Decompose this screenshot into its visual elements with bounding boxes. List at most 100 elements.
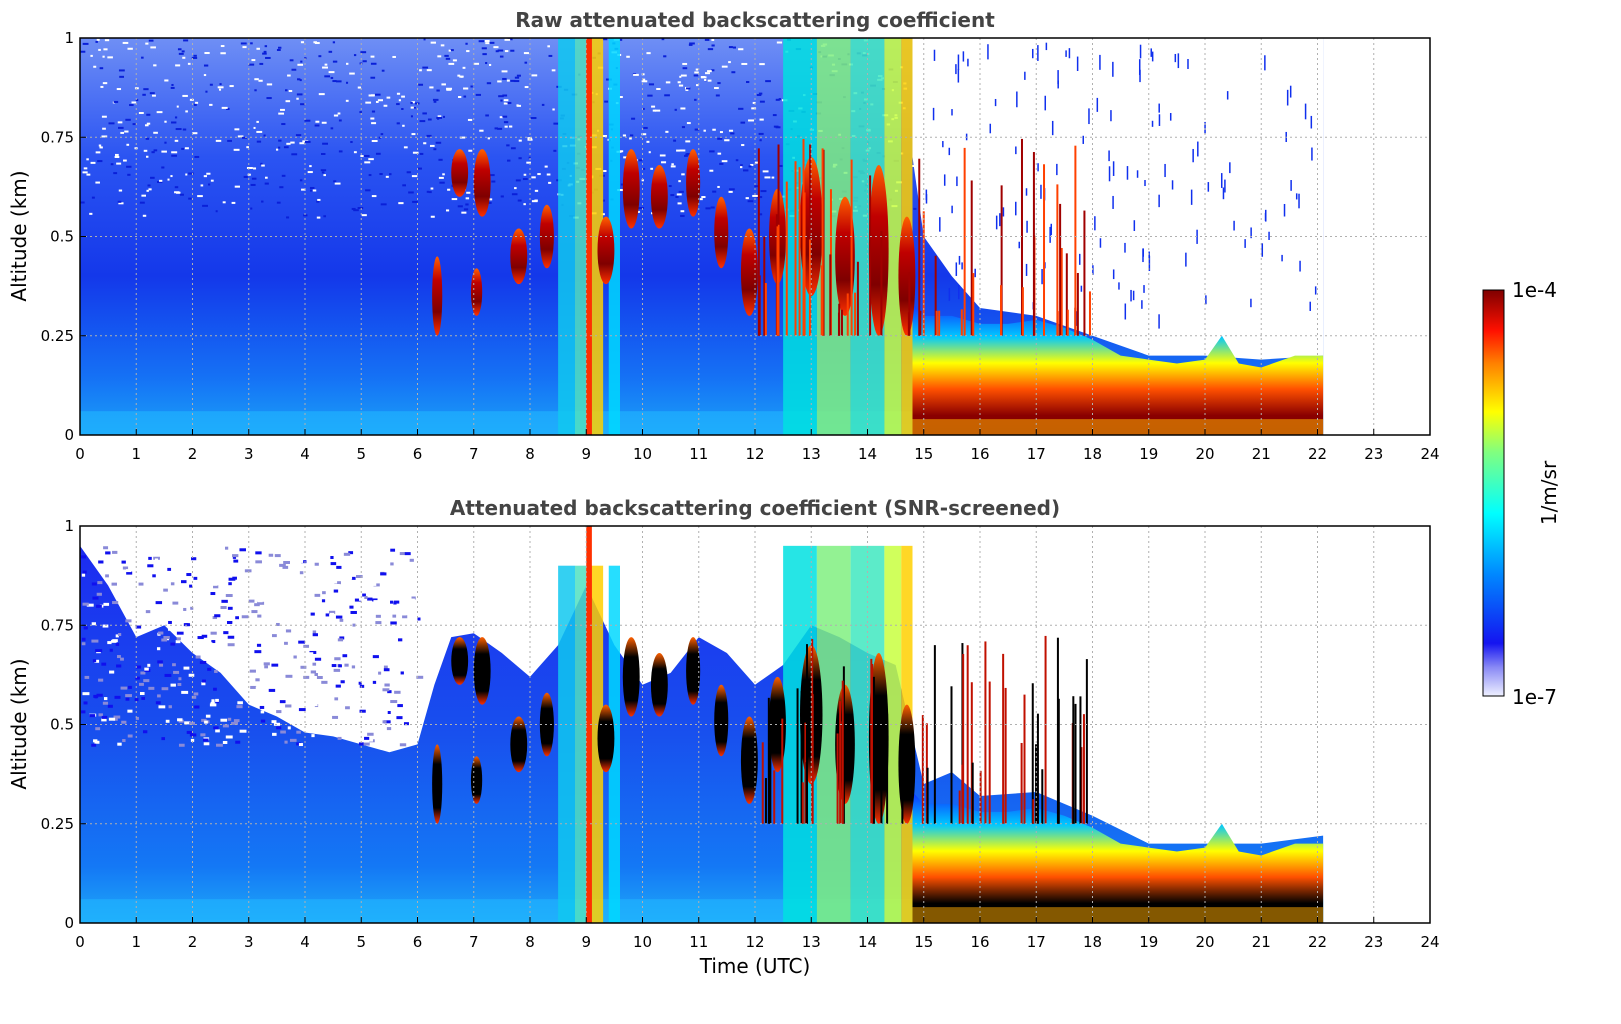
- screened-pixel: [161, 737, 166, 741]
- cloud-streak: [960, 309, 963, 336]
- screened-pixel: [386, 555, 394, 559]
- noise-pixel: [365, 189, 371, 192]
- noise-pixel: [681, 126, 686, 129]
- noise-pixel: [465, 42, 468, 45]
- noise-pixel: [144, 124, 149, 127]
- cloud-streak: [950, 686, 953, 824]
- sparse-noise: [1290, 180, 1292, 191]
- screened-pixel: [334, 581, 341, 585]
- noise-pixel: [436, 89, 440, 92]
- noise-pixel: [119, 75, 124, 78]
- screened-pixel: [390, 621, 397, 625]
- cloud-streak: [769, 742, 772, 824]
- noise-pixel: [398, 99, 401, 102]
- noise-pixel: [433, 100, 437, 103]
- noise-pixel: [97, 160, 103, 163]
- cloud-streak: [1056, 184, 1059, 336]
- noise-pixel: [301, 188, 306, 191]
- noise-pixel: [379, 173, 383, 176]
- screened-pixel: [164, 557, 171, 561]
- screened-pixel: [194, 705, 200, 709]
- screened-pixel: [292, 658, 297, 662]
- noise-pixel: [370, 62, 377, 65]
- screened-pixel: [161, 638, 168, 642]
- noise-pixel: [182, 56, 186, 59]
- noise-pixel: [638, 159, 643, 162]
- screened-pixel: [205, 606, 212, 610]
- cloud-streak: [926, 767, 929, 824]
- cloud-streak: [829, 254, 832, 336]
- screened-pixel: [232, 629, 240, 633]
- screened-pixel: [390, 562, 394, 566]
- noise-pixel: [110, 163, 114, 166]
- noise-pixel: [303, 214, 308, 217]
- screened-pixel: [222, 740, 228, 744]
- noise-pixel: [316, 200, 320, 203]
- noise-pixel: [349, 72, 355, 75]
- screened-pixel: [153, 556, 160, 560]
- noise-pixel: [99, 146, 103, 149]
- x-tick-label: 11: [689, 933, 708, 951]
- screened-pixel: [222, 724, 229, 728]
- noise-pixel: [422, 66, 429, 69]
- screened-pixel: [263, 681, 268, 685]
- noise-pixel: [371, 140, 378, 143]
- screened-pixel: [280, 730, 286, 734]
- cloud-patch: [470, 756, 483, 804]
- noise-pixel: [531, 200, 538, 203]
- noise-pixel: [309, 189, 313, 192]
- screened-pixel: [375, 621, 382, 625]
- noise-pixel: [256, 120, 259, 123]
- noise-pixel: [629, 137, 632, 140]
- screened-pixel: [233, 559, 239, 563]
- screened-pixel: [197, 636, 204, 640]
- noise-pixel: [263, 134, 266, 137]
- screened-pixel: [170, 642, 176, 646]
- x-tick-label: 22: [1308, 933, 1327, 951]
- noise-pixel: [123, 159, 127, 162]
- sparse-noise: [974, 268, 976, 278]
- sparse-noise: [933, 49, 936, 61]
- noise-pixel: [410, 115, 413, 118]
- sparse-noise: [958, 255, 961, 265]
- noise-pixel: [184, 147, 189, 150]
- screened-pixel: [116, 664, 122, 668]
- sparse-noise: [1056, 163, 1058, 176]
- noise-pixel: [246, 166, 253, 169]
- noise-pixel: [411, 101, 415, 104]
- cloud-streak: [1020, 742, 1023, 824]
- screened-pixel: [314, 657, 322, 661]
- noise-pixel: [500, 195, 504, 198]
- noise-pixel: [622, 134, 627, 137]
- noise-pixel: [251, 177, 257, 180]
- noise-pixel: [445, 209, 450, 212]
- cloud-streak: [1002, 653, 1005, 824]
- sparse-noise: [1078, 253, 1081, 265]
- screened-pixel: [211, 640, 216, 644]
- screened-pixel: [356, 575, 363, 579]
- noise-pixel: [448, 49, 451, 52]
- noise-pixel: [90, 161, 96, 164]
- screened-pixel: [105, 551, 111, 555]
- screened-pixel: [345, 681, 352, 685]
- sparse-noise: [999, 213, 1001, 227]
- screened-pixel: [296, 730, 301, 734]
- sparse-noise: [1110, 110, 1112, 122]
- noise-pixel: [403, 146, 408, 149]
- screened-pixel: [138, 682, 144, 686]
- noise-pixel: [193, 54, 197, 57]
- screened-pixel: [279, 563, 286, 567]
- screened-pixel: [235, 616, 239, 620]
- noise-pixel: [412, 151, 419, 154]
- noise-pixel: [299, 179, 303, 182]
- screened-pixel: [272, 732, 277, 736]
- noise-pixel: [522, 178, 528, 181]
- noise-pixel: [686, 87, 691, 90]
- sparse-noise: [1311, 147, 1313, 161]
- screened-pixel: [402, 615, 408, 619]
- noise-pixel: [164, 120, 167, 123]
- cloud-streak: [785, 181, 788, 336]
- screened-pixel: [142, 730, 148, 734]
- noise-pixel: [705, 72, 710, 75]
- noise-pixel: [646, 52, 651, 55]
